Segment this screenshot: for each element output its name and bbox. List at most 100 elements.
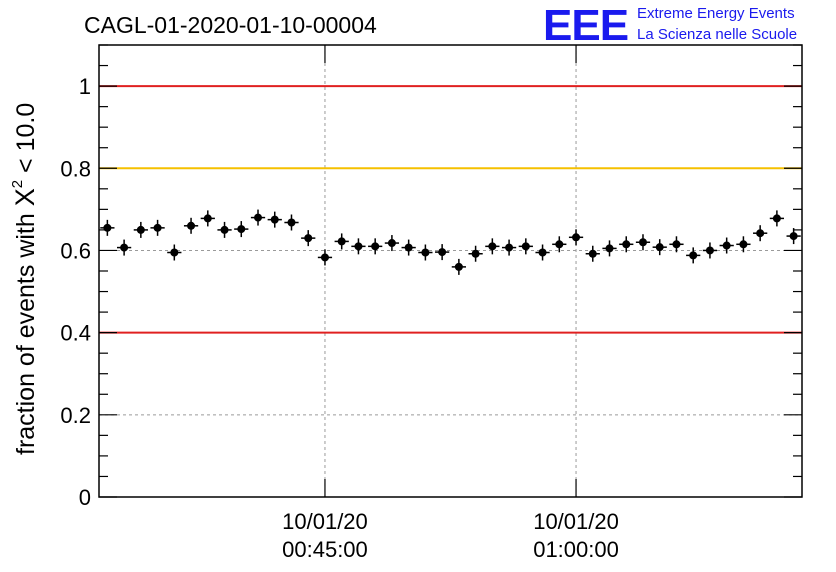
data-point-marker: [772, 214, 781, 223]
grid-lines: [99, 45, 802, 497]
data-point: [401, 239, 416, 256]
data-point: [284, 214, 299, 231]
data-point: [267, 211, 282, 228]
data-point: [753, 225, 768, 242]
y-axis-label-threshold: < 10.0: [12, 103, 40, 180]
data-point: [518, 238, 533, 255]
tick-labels: 0 0.2 0.4 0.6 0.8 1 10/01/20 00:45:00 10/01/20 01…: [60, 74, 618, 562]
data-point: [585, 245, 600, 262]
x-tick-label-time: 00:45:00: [282, 537, 368, 562]
data-point-marker: [153, 223, 162, 232]
data-point-marker: [672, 240, 681, 249]
data-point: [167, 244, 182, 261]
y-tick-label: 0.2: [60, 403, 91, 428]
data-point-marker: [655, 243, 664, 252]
data-point: [535, 244, 550, 261]
data-point-marker: [454, 262, 463, 271]
data-point: [351, 238, 366, 255]
data-point: [468, 245, 483, 262]
data-point: [334, 233, 349, 250]
eee-logo-mark: EEE: [543, 1, 628, 50]
data-point: [686, 247, 701, 264]
data-point-marker: [705, 246, 714, 255]
data-point-marker: [287, 218, 296, 227]
data-point: [183, 217, 199, 234]
data-point-marker: [739, 240, 748, 249]
data-point: [619, 236, 634, 253]
data-point: [669, 236, 684, 253]
chart-title: CAGL-01-2020-01-10-00004: [84, 12, 377, 38]
eee-logo: EEE Extreme Energy Events La Scienza nel…: [543, 1, 797, 50]
plot-frame: [98, 44, 803, 498]
data-point-marker: [438, 248, 447, 257]
data-point-marker: [622, 240, 631, 249]
data-point-marker: [170, 248, 179, 257]
data-point-marker: [488, 242, 497, 251]
y-tick-label: 0.6: [60, 238, 91, 263]
data-point-marker: [689, 251, 698, 260]
data-points: [100, 209, 801, 275]
data-point: [769, 210, 785, 227]
data-point-marker: [638, 238, 647, 247]
data-point-marker: [404, 243, 413, 252]
y-tick-label: 1: [79, 74, 91, 99]
data-point: [552, 236, 567, 253]
data-point: [652, 239, 667, 256]
data-point-marker: [387, 239, 396, 248]
y-axis-label-power: 2: [9, 180, 26, 188]
reference-lines: [99, 85, 802, 334]
data-point: [702, 242, 718, 259]
data-point: [250, 209, 266, 226]
data-point-marker: [789, 232, 798, 241]
y-tick-label: 0: [79, 485, 91, 510]
data-point: [317, 249, 333, 266]
data-point-marker: [371, 242, 380, 251]
data-point: [100, 219, 115, 236]
data-point-marker: [722, 241, 731, 250]
data-point-marker: [471, 249, 480, 258]
data-point: [384, 235, 400, 252]
data-point-marker: [555, 240, 564, 249]
logo-line-2: La Scienza nelle Scuole: [637, 26, 797, 43]
data-point-marker: [505, 243, 514, 252]
data-point: [133, 221, 148, 238]
data-point: [451, 258, 466, 275]
data-point: [418, 244, 433, 261]
y-tick-label: 0.4: [60, 321, 91, 346]
data-point-marker: [203, 214, 212, 223]
logo-line-1: Extreme Energy Events: [637, 5, 795, 22]
y-axis-label-symbol: X: [10, 188, 40, 206]
data-point-marker: [304, 234, 313, 243]
data-point: [485, 238, 500, 255]
x-tick-label-date: 10/01/20: [533, 509, 619, 534]
data-point-marker: [220, 225, 229, 234]
data-point: [736, 236, 751, 253]
y-axis-label-text: fraction of events with: [12, 206, 40, 455]
data-point-marker: [354, 242, 363, 251]
axis-ticks: [99, 44, 802, 498]
data-point: [602, 240, 617, 257]
data-point: [568, 229, 584, 246]
data-point-marker: [588, 249, 597, 258]
data-point: [150, 219, 165, 236]
data-point: [501, 239, 517, 256]
data-point: [301, 230, 316, 247]
data-point: [719, 237, 734, 254]
data-point-marker: [120, 243, 129, 252]
data-point-marker: [572, 233, 581, 242]
data-point-marker: [254, 213, 263, 222]
y-axis-label: fraction of events with X2 < 10.0: [9, 103, 40, 455]
data-point-marker: [521, 242, 530, 251]
data-point-marker: [237, 225, 246, 234]
x-tick-label-time: 01:00:00: [533, 537, 619, 562]
y-tick-label: 0.8: [60, 156, 91, 181]
data-point: [234, 221, 249, 238]
data-point: [635, 234, 651, 251]
data-point: [786, 228, 801, 245]
data-point: [217, 221, 232, 238]
data-point-marker: [103, 223, 112, 232]
data-point-marker: [320, 253, 329, 262]
data-point: [200, 210, 215, 227]
data-point-marker: [756, 229, 765, 238]
